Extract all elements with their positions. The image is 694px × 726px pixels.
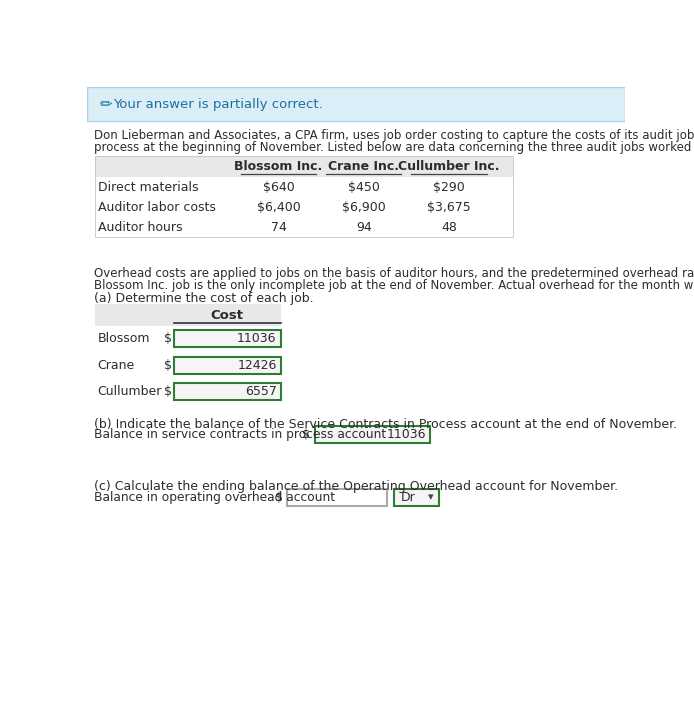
Text: $: $: [302, 428, 310, 441]
Text: $450: $450: [348, 181, 380, 194]
FancyBboxPatch shape: [94, 155, 513, 177]
Text: $640: $640: [263, 181, 294, 194]
Text: (a) Determine the cost of each job.: (a) Determine the cost of each job.: [94, 292, 314, 305]
FancyBboxPatch shape: [174, 330, 280, 347]
Text: $6,400: $6,400: [257, 201, 301, 213]
Text: Auditor labor costs: Auditor labor costs: [98, 201, 215, 213]
Text: ✏: ✏: [99, 97, 112, 112]
Text: Your answer is partially correct.: Your answer is partially correct.: [113, 97, 323, 110]
FancyBboxPatch shape: [174, 356, 280, 374]
FancyBboxPatch shape: [87, 87, 625, 121]
Text: Crane Inc.: Crane Inc.: [328, 160, 399, 173]
Text: Overhead costs are applied to jobs on the basis of auditor hours, and the predet: Overhead costs are applied to jobs on th…: [94, 267, 694, 280]
Text: $3,675: $3,675: [428, 201, 471, 213]
Text: 6557: 6557: [245, 385, 277, 398]
Text: ▾: ▾: [428, 492, 434, 502]
Text: Blossom Inc.: Blossom Inc.: [235, 160, 323, 173]
FancyBboxPatch shape: [315, 426, 430, 443]
Text: process at the beginning of November. Listed below are data concerning the three: process at the beginning of November. Li…: [94, 141, 694, 154]
Text: Cullumber Inc.: Cullumber Inc.: [398, 160, 500, 173]
Text: Cost: Cost: [210, 309, 244, 322]
Text: 74: 74: [271, 221, 287, 234]
Text: Balance in service contracts in process account: Balance in service contracts in process …: [94, 428, 387, 441]
FancyBboxPatch shape: [287, 489, 387, 506]
Text: 11036: 11036: [387, 428, 426, 441]
Text: Don Lieberman and Associates, a CPA firm, uses job order costing to capture the : Don Lieberman and Associates, a CPA firm…: [94, 129, 694, 142]
Text: Direct materials: Direct materials: [98, 181, 198, 194]
Text: 11036: 11036: [237, 333, 277, 346]
Text: 12426: 12426: [237, 359, 277, 372]
FancyBboxPatch shape: [174, 383, 280, 400]
Text: (c) Calculate the ending balance of the Operating Overhead account for November.: (c) Calculate the ending balance of the …: [94, 480, 618, 493]
Text: 94: 94: [356, 221, 372, 234]
FancyBboxPatch shape: [393, 489, 439, 506]
Text: $290: $290: [433, 181, 465, 194]
FancyBboxPatch shape: [94, 304, 280, 326]
Text: Blossom: Blossom: [98, 333, 150, 346]
Text: Balance in operating overhead account: Balance in operating overhead account: [94, 491, 336, 504]
Text: Blossom Inc. job is the only incomplete job at the end of November. Actual overh: Blossom Inc. job is the only incomplete …: [94, 279, 694, 292]
Text: $: $: [164, 359, 172, 372]
Text: Dr: Dr: [400, 491, 416, 504]
Text: Cullumber: Cullumber: [98, 385, 162, 398]
Text: $: $: [164, 385, 172, 398]
Text: Auditor hours: Auditor hours: [98, 221, 182, 234]
Text: $: $: [275, 491, 283, 504]
Text: $: $: [164, 333, 172, 346]
Text: 48: 48: [441, 221, 457, 234]
Text: $6,900: $6,900: [342, 201, 386, 213]
Text: Crane: Crane: [98, 359, 135, 372]
Text: (b) Indicate the balance of the Service Contracts in Process account at the end : (b) Indicate the balance of the Service …: [94, 418, 677, 431]
